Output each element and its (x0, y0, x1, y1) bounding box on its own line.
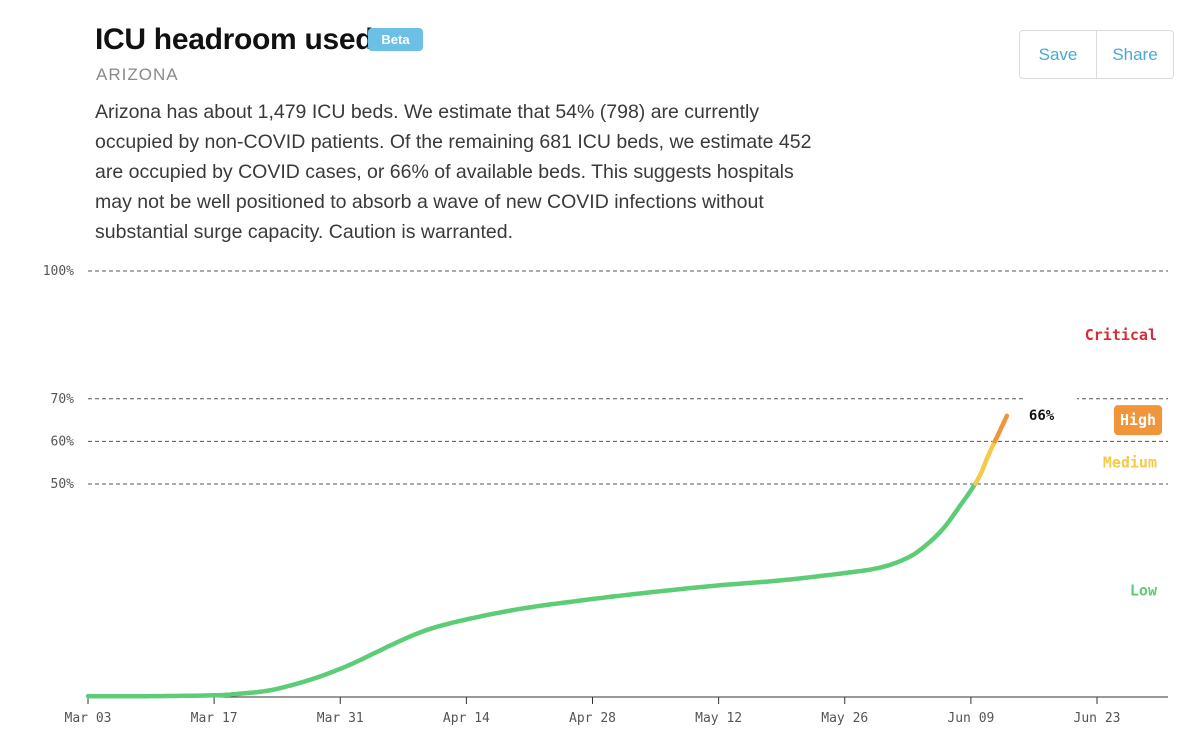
x-tick-label: May 12 (695, 711, 742, 726)
zone-pill-high (1114, 405, 1162, 436)
x-tick-label: Apr 14 (443, 711, 490, 726)
description-text: Arizona has about 1,479 ICU beds. We est… (95, 101, 812, 243)
y-tick-label: 100% (43, 264, 74, 279)
zone-label-high: High (1120, 411, 1156, 429)
zone-label-critical: Critical (1085, 326, 1157, 344)
beta-badge: Beta (368, 28, 423, 51)
location-subtitle: ARIZONA (96, 65, 179, 84)
series-line-segment (992, 413, 1010, 444)
latest-label-backdrop (1024, 392, 1077, 405)
x-tick-label: Mar 31 (317, 711, 364, 726)
x-tick-label: Jun 23 (1074, 711, 1121, 726)
zone-label-low: Low (1130, 582, 1158, 600)
page-title: ICU headroom used (95, 23, 374, 56)
x-tick-label: May 26 (821, 711, 868, 726)
latest-value-label: 66% (1029, 408, 1055, 424)
x-tick-label: Jun 09 (947, 711, 994, 726)
x-tick-label: Mar 17 (191, 711, 238, 726)
y-tick-label: 50% (51, 477, 75, 492)
action-button-group: Save Share (1019, 30, 1174, 79)
x-tick-label: Apr 28 (569, 711, 616, 726)
share-button[interactable]: Share (1096, 31, 1173, 78)
zone-label-medium: Medium (1103, 454, 1157, 472)
save-button[interactable]: Save (1038, 44, 1078, 64)
x-tick-label: Mar 03 (65, 711, 112, 726)
y-tick-label: 70% (51, 392, 75, 407)
series-line-segment (85, 481, 978, 699)
series-line-segment (973, 439, 998, 486)
y-tick-label: 60% (51, 434, 75, 449)
